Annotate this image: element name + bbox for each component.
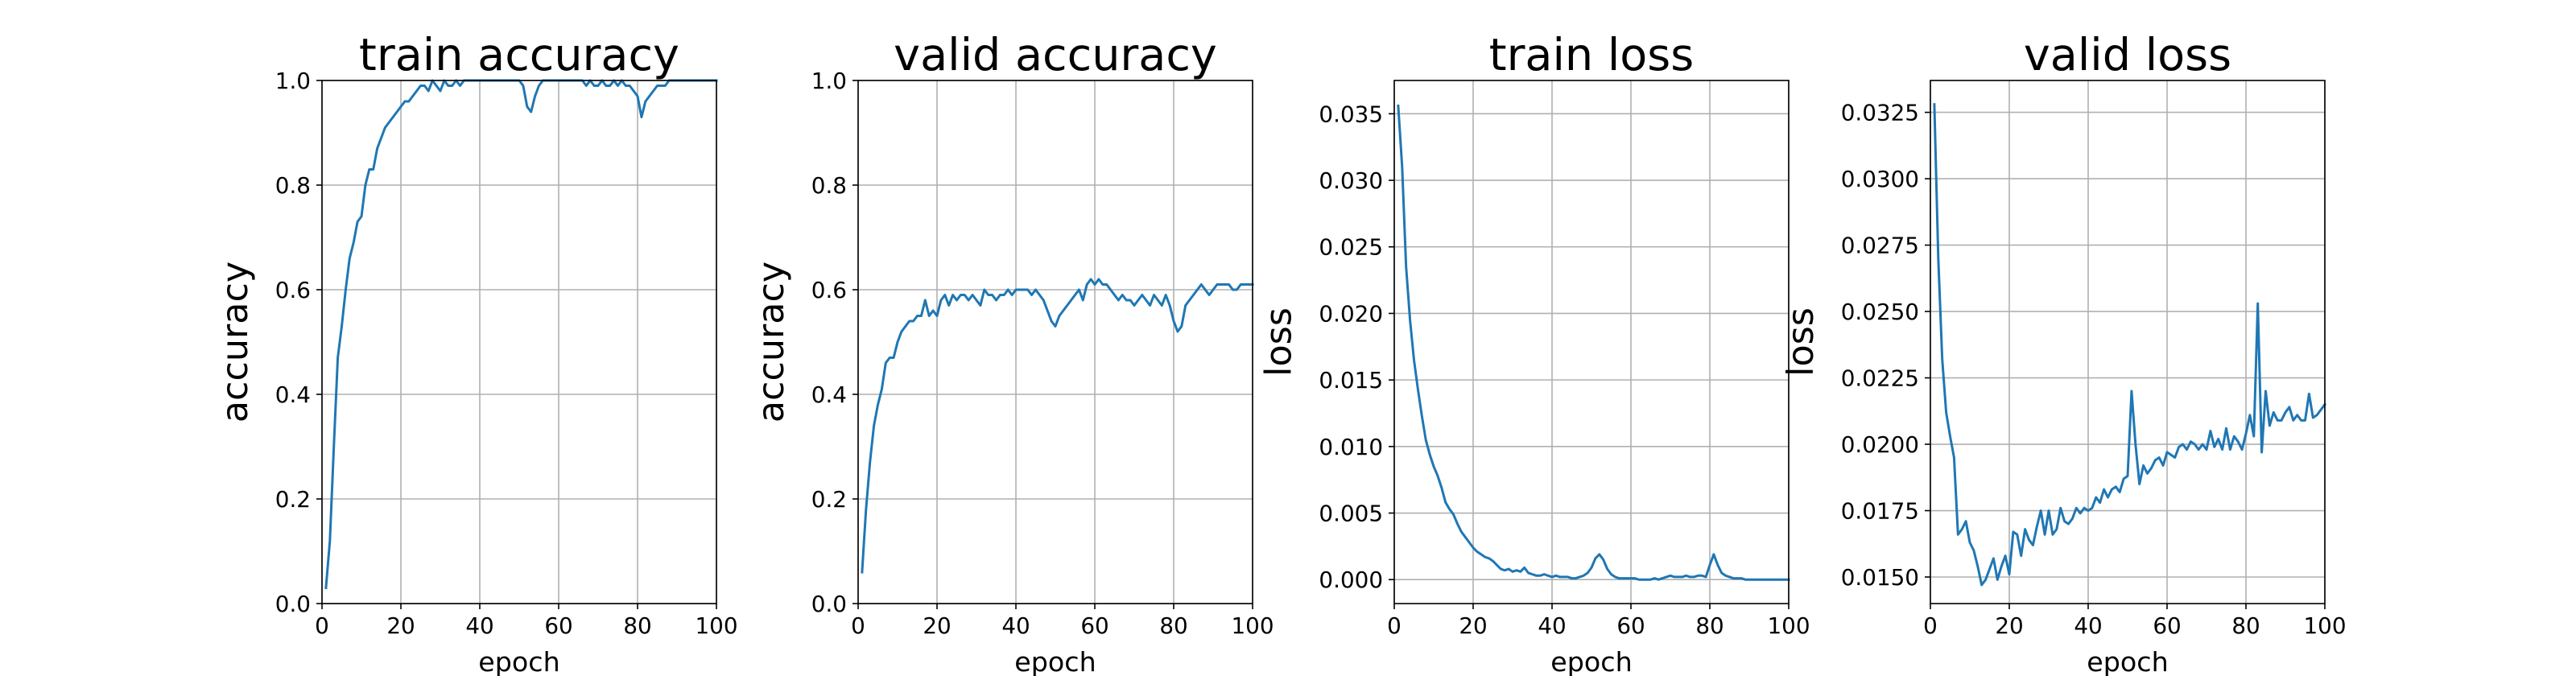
chart-panel-valid-accuracy: 0 20 40 60 80 100 0.0 0.2 0.4 0.6 0.8 1.0 valid accu… bbox=[751, 29, 1274, 676]
y-tick-label: 0.030 bbox=[1319, 167, 1383, 194]
series-line-valid-accuracy bbox=[861, 278, 1254, 574]
x-tick-label: 40 bbox=[2074, 612, 2102, 639]
y-tick-label: 0.8 bbox=[811, 172, 847, 199]
y-tick-label: 0.005 bbox=[1319, 501, 1383, 527]
x-tick-label: 100 bbox=[1767, 612, 1810, 639]
x-axis-label: epoch bbox=[2087, 646, 2168, 676]
chart-panel-train-loss: 0 20 40 60 80 100 0.000 0.005 0.010 0.015 0.020 0.0… bbox=[1259, 29, 1810, 676]
series-line-valid-loss bbox=[1933, 103, 2327, 587]
series-line-train-accuracy bbox=[324, 79, 718, 590]
chart-panel-valid-loss: 0 20 40 60 80 100 0.0150 0.0175 0.0200 0.0225 0.02… bbox=[1781, 29, 2347, 676]
axes-frame bbox=[321, 80, 717, 604]
series-line-train-loss bbox=[1397, 104, 1790, 581]
y-axis-label: accuracy bbox=[215, 262, 256, 422]
y-tick-label: 1.0 bbox=[275, 68, 311, 94]
y-tick-label: 0.015 bbox=[1319, 367, 1383, 394]
y-axis-label: accuracy bbox=[751, 262, 792, 422]
x-axis-label: epoch bbox=[1014, 646, 1096, 676]
x-tick-label: 0 bbox=[1923, 612, 1938, 639]
x-tick-label: 80 bbox=[2231, 612, 2260, 639]
x-tick-label: 80 bbox=[1695, 612, 1724, 639]
x-tick-label: 0 bbox=[851, 612, 865, 639]
y-tick-label: 0.0175 bbox=[1841, 498, 1919, 525]
y-tick-label: 0.6 bbox=[275, 277, 311, 303]
y-axis-label: loss bbox=[1259, 307, 1300, 377]
y-tick-label: 0.0300 bbox=[1841, 166, 1919, 192]
chart-title: valid loss bbox=[2024, 29, 2231, 81]
chart-title: valid accuracy bbox=[894, 29, 1217, 81]
axes-frame bbox=[857, 80, 1253, 604]
x-tick-label: 20 bbox=[923, 612, 951, 639]
y-tick-label: 0.0225 bbox=[1841, 365, 1919, 392]
x-tick-label: 100 bbox=[1231, 612, 1274, 639]
x-tick-label: 40 bbox=[1001, 612, 1030, 639]
y-tick-label: 0.0150 bbox=[1841, 564, 1919, 591]
x-tick-label: 20 bbox=[1459, 612, 1487, 639]
y-tick-label: 0.010 bbox=[1319, 434, 1383, 460]
y-tick-label: 0.035 bbox=[1319, 101, 1383, 127]
x-tick-label: 60 bbox=[1080, 612, 1108, 639]
x-tick-label: 100 bbox=[2303, 612, 2346, 639]
y-tick-label: 0.0250 bbox=[1841, 299, 1919, 325]
y-tick-label: 0.0325 bbox=[1841, 100, 1919, 126]
x-tick-label: 0 bbox=[315, 612, 329, 639]
x-tick-label: 0 bbox=[1387, 612, 1402, 639]
y-tick-label: 0.0 bbox=[811, 591, 847, 617]
y-tick-label: 0.0200 bbox=[1841, 431, 1919, 458]
chart-panel-train-accuracy: 0 20 40 60 80 100 0.0 0.2 0.4 0.6 0.8 1.0 train accu… bbox=[215, 29, 738, 676]
axes-frame bbox=[1930, 80, 2326, 604]
chart-title: train accuracy bbox=[359, 29, 679, 81]
y-tick-label: 0.020 bbox=[1319, 300, 1383, 327]
x-tick-label: 40 bbox=[1538, 612, 1566, 639]
x-tick-label: 60 bbox=[1616, 612, 1645, 639]
y-tick-label: 0.2 bbox=[811, 486, 847, 513]
y-tick-label: 0.8 bbox=[275, 172, 311, 199]
x-tick-label: 100 bbox=[695, 612, 737, 639]
y-tick-label: 0.025 bbox=[1319, 234, 1383, 261]
y-tick-label: 0.0 bbox=[275, 591, 311, 617]
y-tick-label: 0.0275 bbox=[1841, 233, 1919, 259]
chart-title: train loss bbox=[1489, 29, 1694, 81]
y-axis-label: loss bbox=[1781, 307, 1822, 377]
x-tick-label: 40 bbox=[465, 612, 493, 639]
x-axis-label: epoch bbox=[478, 646, 559, 676]
x-tick-label: 60 bbox=[544, 612, 572, 639]
x-tick-label: 20 bbox=[1995, 612, 2023, 639]
y-tick-label: 0.2 bbox=[275, 486, 311, 513]
y-tick-label: 0.6 bbox=[811, 277, 847, 303]
x-tick-label: 80 bbox=[623, 612, 651, 639]
x-tick-label: 60 bbox=[2153, 612, 2181, 639]
x-tick-label: 20 bbox=[386, 612, 415, 639]
y-tick-label: 0.4 bbox=[811, 381, 847, 408]
axes-frame bbox=[1393, 80, 1790, 604]
y-tick-label: 0.000 bbox=[1319, 567, 1383, 593]
x-tick-label: 80 bbox=[1159, 612, 1187, 639]
x-axis-label: epoch bbox=[1550, 646, 1632, 676]
y-tick-label: 0.4 bbox=[275, 381, 311, 408]
y-tick-label: 1.0 bbox=[811, 68, 847, 94]
